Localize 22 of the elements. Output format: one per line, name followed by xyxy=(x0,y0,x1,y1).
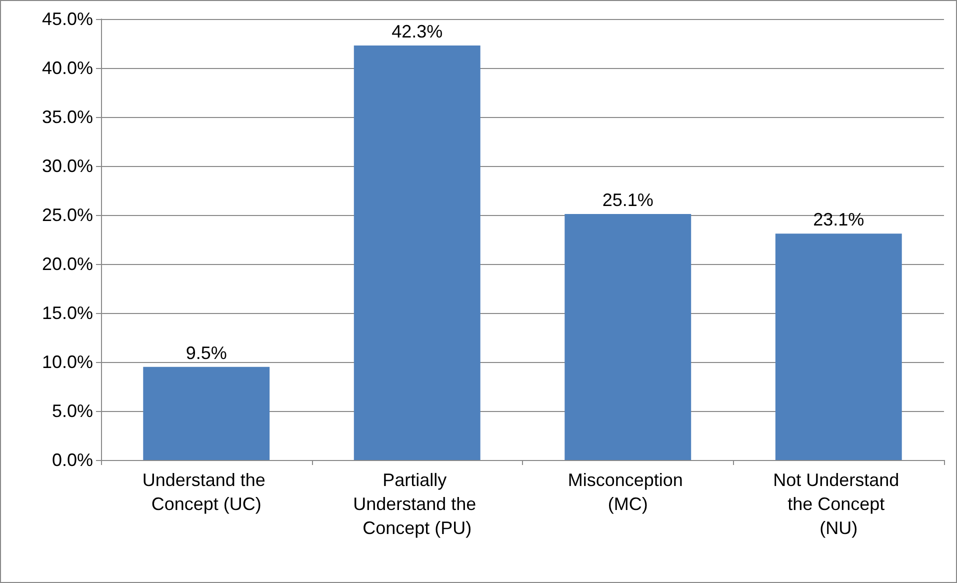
data-label: 23.1% xyxy=(813,210,864,230)
y-tick-label: 0.0% xyxy=(52,450,93,470)
y-tick-label: 30.0% xyxy=(42,156,93,176)
x-tick-label: Partially Understand the Concept (PU) xyxy=(353,470,482,538)
x-tick-label: Not Understand the Concept (NU) xyxy=(773,470,904,538)
y-tick-label: 25.0% xyxy=(42,205,93,225)
x-tick-label: Understand the Concept (UC) xyxy=(142,470,270,514)
y-tick-label: 40.0% xyxy=(42,58,93,78)
bar xyxy=(354,45,480,460)
data-label: 25.1% xyxy=(602,190,654,210)
y-tick-label: 35.0% xyxy=(42,107,93,127)
bar xyxy=(143,366,270,460)
y-tick-label: 10.0% xyxy=(42,352,93,372)
y-tick-label: 45.0% xyxy=(42,9,93,29)
bar xyxy=(564,214,692,460)
y-tick-label: 20.0% xyxy=(42,254,93,274)
x-tick-label: Misconception (MC) xyxy=(568,470,688,514)
y-tick-label: 5.0% xyxy=(52,401,93,421)
y-tick-label: 15.0% xyxy=(42,303,93,323)
data-label: 42.3% xyxy=(392,21,443,42)
bar xyxy=(775,234,902,460)
data-label: 9.5% xyxy=(186,342,227,363)
